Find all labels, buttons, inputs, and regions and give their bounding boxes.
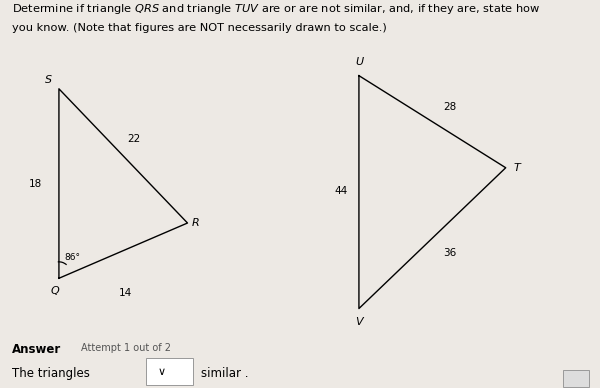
Text: Q: Q xyxy=(50,286,59,296)
Text: 14: 14 xyxy=(119,288,132,298)
Text: 22: 22 xyxy=(127,134,140,144)
Text: U: U xyxy=(355,57,363,68)
Text: The triangles: The triangles xyxy=(12,367,90,380)
Text: 86°: 86° xyxy=(64,253,80,263)
Text: 18: 18 xyxy=(29,178,42,189)
Text: you know. (Note that figures are NOT necessarily drawn to scale.): you know. (Note that figures are NOT nec… xyxy=(12,23,387,33)
Text: Answer: Answer xyxy=(12,343,61,357)
Text: V: V xyxy=(355,317,363,327)
Text: T: T xyxy=(513,163,520,173)
Text: 36: 36 xyxy=(443,248,457,258)
Text: 28: 28 xyxy=(443,102,457,112)
Text: Attempt 1 out of 2: Attempt 1 out of 2 xyxy=(81,343,171,353)
Text: ∨: ∨ xyxy=(158,367,166,377)
Text: similar .: similar . xyxy=(201,367,248,380)
Text: S: S xyxy=(44,74,52,85)
Text: Determine if triangle $QRS$ and triangle $TUV$ are or are not similar, and, if t: Determine if triangle $QRS$ and triangle… xyxy=(12,2,540,16)
Text: 44: 44 xyxy=(334,187,347,196)
Text: R: R xyxy=(192,218,200,228)
